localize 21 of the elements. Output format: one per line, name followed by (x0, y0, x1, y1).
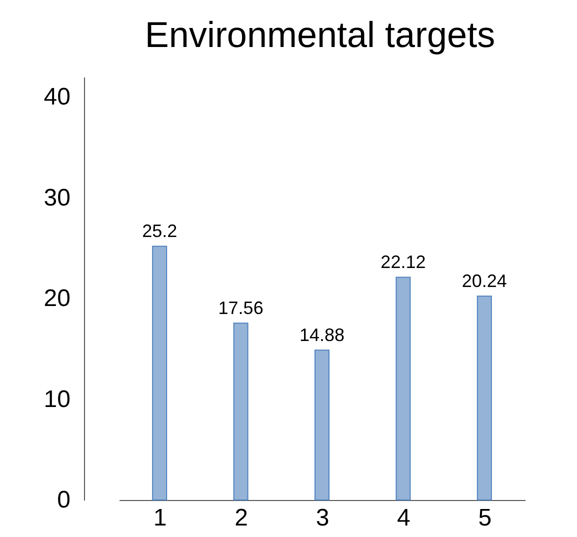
bar (476, 296, 492, 500)
data-label: 22.12 (380, 252, 426, 272)
y-tick-label: 40 (44, 84, 70, 111)
bar (314, 350, 330, 500)
y-tick-label: 10 (44, 386, 70, 413)
x-tick-label: 4 (397, 504, 410, 532)
y-tick-label: 30 (44, 184, 70, 212)
x-tick-label: 5 (478, 504, 492, 532)
x-tick-label: 1 (153, 504, 167, 532)
data-label: 17.56 (218, 298, 264, 318)
x-tick-label: 3 (316, 504, 330, 532)
x-tick-label: 2 (234, 504, 248, 532)
data-label: 20.24 (462, 271, 507, 292)
data-label: 25.2 (142, 221, 178, 242)
bar (152, 246, 168, 500)
bar (233, 322, 248, 500)
bar (396, 276, 411, 500)
y-tick-label: 20 (44, 285, 70, 312)
y-tick-label: 0 (57, 486, 70, 514)
data-label: 14.88 (299, 325, 345, 346)
chart-title: Environmental targets (144, 14, 496, 55)
